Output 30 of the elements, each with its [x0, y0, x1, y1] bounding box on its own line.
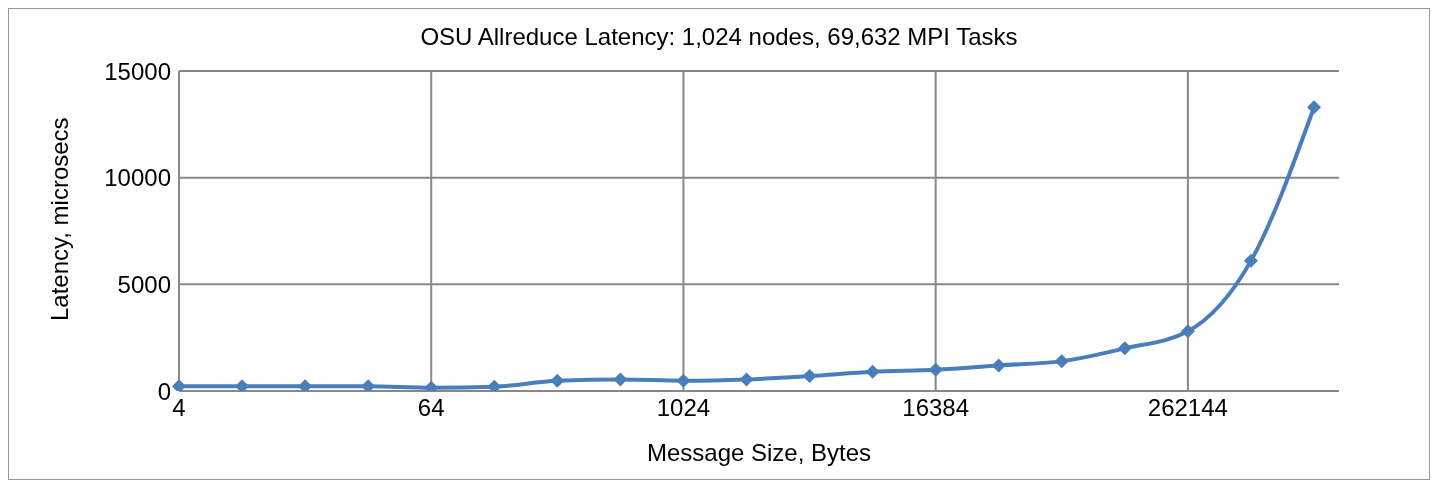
point — [802, 369, 817, 384]
point — [1243, 253, 1258, 268]
point — [1307, 100, 1321, 115]
y-axis-title: Latency, microsecs — [45, 117, 73, 321]
chart-title: OSU Allreduce Latency: 1,024 nodes, 69,632 MPI Tasks — [419, 22, 1019, 51]
point — [298, 379, 313, 391]
point — [487, 379, 502, 391]
point — [172, 379, 186, 391]
point — [991, 358, 1006, 373]
point — [361, 379, 376, 391]
y-tick-label: 0 — [157, 377, 171, 405]
point — [676, 373, 691, 388]
x-tick-label: 1024 — [656, 394, 711, 422]
point — [235, 379, 250, 391]
x-tick-label: 262144 — [1147, 394, 1228, 422]
point — [1117, 341, 1132, 356]
point — [928, 362, 943, 377]
point — [613, 372, 628, 387]
point — [550, 373, 565, 388]
x-axis-title: Message Size, Bytes — [646, 439, 872, 466]
y-tick-label: 15000 — [104, 57, 171, 85]
y-tick-label: 5000 — [117, 270, 171, 298]
y-tick-label: 10000 — [104, 164, 171, 192]
point — [1180, 324, 1195, 339]
x-tick-label: 64 — [417, 394, 445, 422]
point — [739, 372, 754, 387]
point — [865, 364, 880, 379]
point — [1054, 354, 1069, 369]
x-tick-label: 16384 — [902, 394, 970, 422]
x-tick-label: 4 — [172, 394, 186, 422]
